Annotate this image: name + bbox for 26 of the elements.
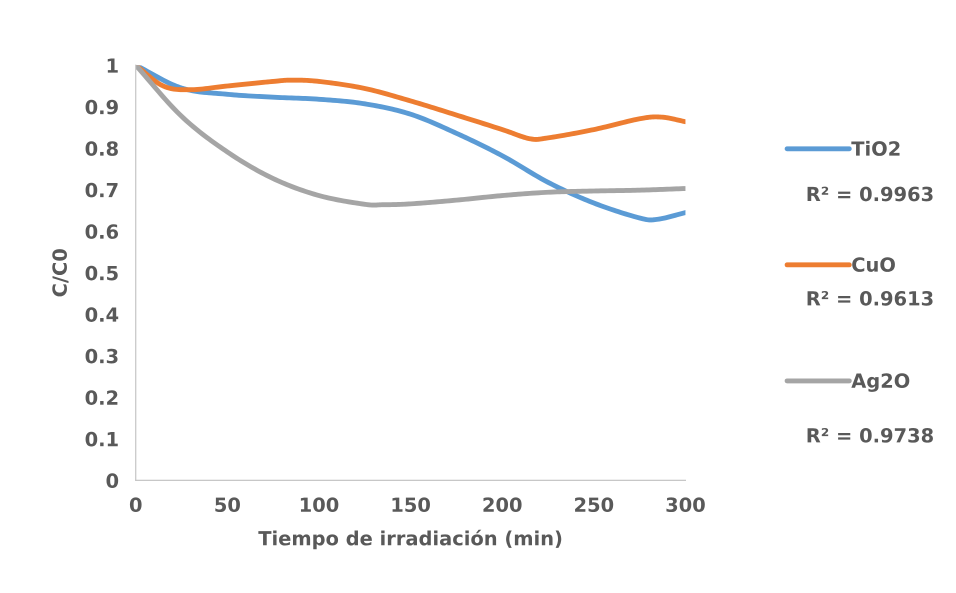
x-tick-label: 200 bbox=[483, 497, 522, 512]
x-axis-title: Tiempo de irradiación (min) bbox=[258, 530, 562, 550]
y-tick-label: 0.4 bbox=[86, 307, 118, 322]
x-tick-label: 50 bbox=[215, 497, 240, 512]
y-tick-label: 1 bbox=[108, 58, 118, 73]
y-tick-label: 0.8 bbox=[86, 141, 118, 156]
y-tick-label: 0.1 bbox=[86, 432, 118, 446]
x-tick-label: 150 bbox=[392, 497, 430, 512]
text: R² = 0.9613 bbox=[808, 290, 933, 306]
y-tick-label: 0.7 bbox=[86, 182, 118, 198]
y-tick-label: 0.3 bbox=[86, 348, 118, 364]
x-tick-label: 250 bbox=[575, 497, 614, 512]
y-tick-label: 0.9 bbox=[86, 100, 118, 114]
text: R² = 0.9738 bbox=[808, 428, 933, 443]
y-tick-label: 0 bbox=[106, 473, 118, 488]
y-tick-label: 0.5 bbox=[86, 266, 118, 280]
text: R² = 0.9963 bbox=[808, 186, 933, 202]
legend-label: CuO bbox=[852, 257, 895, 272]
x-tick-label: 300 bbox=[666, 497, 705, 512]
x-tick-label: 0 bbox=[130, 497, 142, 512]
legend-label: TiO2 bbox=[851, 140, 900, 156]
y-tick-label: 0.2 bbox=[86, 390, 118, 405]
y-tick-label: 0.6 bbox=[86, 224, 118, 239]
legend-label: Ag2O bbox=[851, 373, 910, 392]
x-tick-label: 100 bbox=[300, 497, 338, 512]
y-axis-title: C/C0 bbox=[52, 249, 69, 296]
